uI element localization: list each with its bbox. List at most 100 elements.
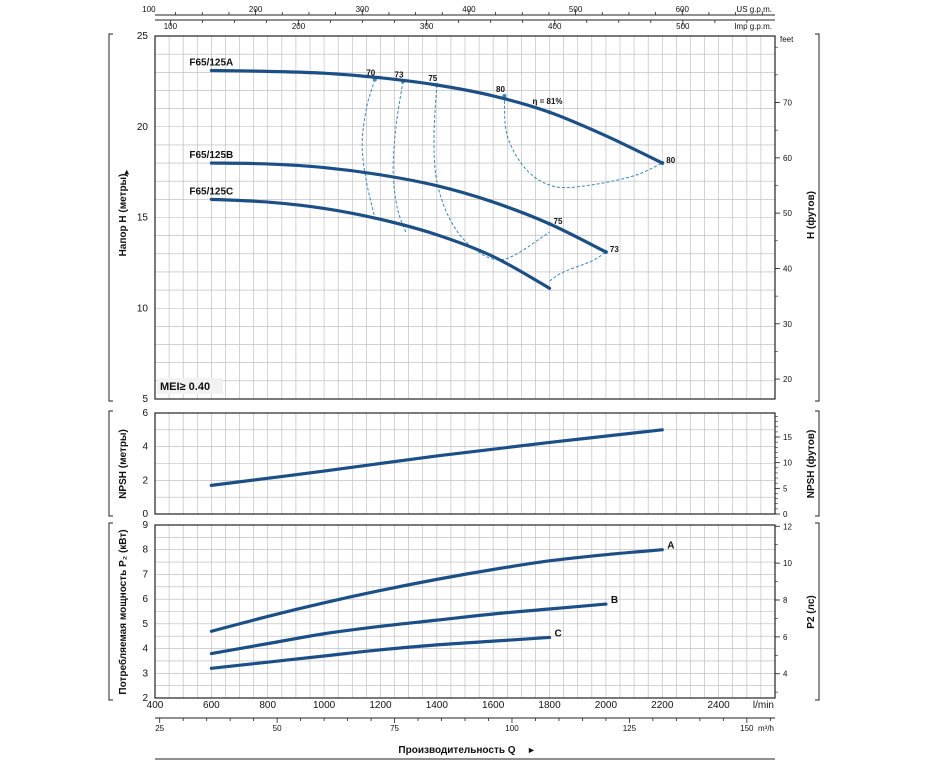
efficiency-curve-70 <box>361 79 376 218</box>
hp-scale-label: 8 <box>783 596 788 605</box>
flow-axis-arrow-icon: ► <box>527 745 536 755</box>
head-axis-label-left: Напор H (метры) <box>118 174 129 257</box>
npsh-panel-frame <box>154 412 776 515</box>
m3h-tick-label: 100 <box>505 724 519 733</box>
usgpm-unit-label: US g.p.m. <box>736 5 772 14</box>
feet-scale-label: 20 <box>783 375 792 384</box>
hp-scale-label: 12 <box>783 522 792 531</box>
impgpm-tick-label: 200 <box>292 22 306 31</box>
head-panel-frame <box>154 35 776 400</box>
npsh-tick-label: 0 <box>142 509 148 520</box>
m3h-tick-label: 25 <box>155 724 164 733</box>
hp-scale-label: 10 <box>783 559 792 568</box>
hp-scale-label: 6 <box>783 633 788 642</box>
efficiency-marker-label: 70 <box>366 69 375 78</box>
power-curve-B <box>209 602 608 656</box>
impgpm-tick-label: 300 <box>420 22 434 31</box>
npsh-tick-label: 6 <box>142 408 148 419</box>
feet-scale-label: 60 <box>783 154 792 163</box>
lpm-tick-label: 2000 <box>595 700 618 711</box>
lpm-tick-label: 2200 <box>651 700 674 711</box>
hp-scale-label: 4 <box>783 670 788 679</box>
power-tick-label: 8 <box>142 545 148 556</box>
usgpm-tick-label: 300 <box>356 5 370 14</box>
m3h-tick-label: 125 <box>623 724 637 733</box>
performance-curves <box>209 68 664 670</box>
power-tick-label: 3 <box>142 668 148 679</box>
head-axis-arrow-icon: ► <box>122 168 131 176</box>
power-tick-label: 7 <box>142 569 148 580</box>
power-left-bracket <box>108 522 113 701</box>
npsh-feet-scale-label: 5 <box>783 484 788 493</box>
lpm-tick-label: 800 <box>259 700 276 711</box>
impgpm-tick-label: 400 <box>548 22 562 31</box>
lpm-tick-label: 1600 <box>482 700 505 711</box>
head-tick-label: 5 <box>142 394 148 405</box>
head-tick-label: 20 <box>137 122 149 133</box>
power-tick-label: 6 <box>142 594 148 605</box>
head-curve-label: F65/125C <box>189 186 233 197</box>
npsh-tick-label: 4 <box>142 442 148 453</box>
usgpm-tick-label: 400 <box>462 5 476 14</box>
efficiency-marker-label: 80 <box>666 156 675 165</box>
feet-scale-label: 30 <box>783 320 792 329</box>
head-curve-F65/125B <box>209 161 608 254</box>
lpm-unit-label: l/min <box>753 700 774 711</box>
npsh-left-bracket <box>108 410 113 517</box>
head-axis-label-right: H (футов) <box>805 191 817 239</box>
lpm-tick-label: 1200 <box>369 700 392 711</box>
efficiency-curve-80 <box>503 95 663 189</box>
head-curve-F65/125A <box>209 68 664 165</box>
mei-badge: MEI≥ 0.40 <box>160 381 210 393</box>
m3h-tick-label: 50 <box>273 724 282 733</box>
impgpm-tick-label: 500 <box>676 22 690 31</box>
npsh-axis-label-left: NPSH (метры) <box>118 429 129 499</box>
lpm-tick-label: 400 <box>147 700 164 711</box>
usgpm-tick-label: 100 <box>142 5 156 14</box>
lpm-tick-label: 1800 <box>538 700 561 711</box>
lpm-tick-label: 1400 <box>426 700 449 711</box>
mei-badge-box <box>157 378 223 394</box>
impgpm-unit-label: Imp g.p.m. <box>734 22 772 31</box>
efficiency-curve-75 <box>433 84 550 261</box>
lpm-tick-label: 600 <box>203 700 220 711</box>
head-curve-label: F65/125B <box>189 150 233 161</box>
npsh-feet-scale-label: 10 <box>783 459 792 468</box>
head-tick-label: 15 <box>137 213 149 224</box>
npsh-tick-label: 2 <box>142 475 148 486</box>
efficiency-marker-label: 75 <box>554 217 563 226</box>
power-tick-label: 2 <box>142 693 148 704</box>
panel-frames <box>108 9 820 760</box>
head-right-bracket <box>815 33 820 402</box>
lpm-tick-label: 1000 <box>313 700 336 711</box>
usgpm-tick-label: 200 <box>249 5 263 14</box>
power-curve-C <box>209 635 552 670</box>
m3h-unit-label: m³/h <box>758 724 774 733</box>
npsh-right-bracket <box>815 410 820 517</box>
head-curve-label: F65/125A <box>189 57 233 68</box>
npsh-feet-scale-label: 15 <box>783 433 792 442</box>
power-curve-label: C <box>555 628 562 639</box>
head-left-bracket <box>108 33 113 402</box>
power-axis-label-right: P2 (лс) <box>806 595 817 628</box>
m3h-tick-label: 75 <box>390 724 399 733</box>
efficiency-curve-73 <box>392 81 407 233</box>
npsh-axis-label-right: NPSH (футов) <box>805 430 817 499</box>
head-tick-label: 10 <box>137 303 149 314</box>
head-curve-F65/125C <box>209 197 552 290</box>
efficiency-curve-73 <box>549 251 607 282</box>
power-curve-A <box>209 548 664 633</box>
feet-scale-label: 40 <box>783 264 792 273</box>
feet-scale-label: 70 <box>783 99 792 108</box>
npsh-curve <box>209 428 664 487</box>
efficiency-marker-label: 73 <box>395 70 404 79</box>
efficiency-marker-label: 75 <box>428 74 437 83</box>
usgpm-tick-label: 500 <box>569 5 583 14</box>
efficiency-marker-label: 73 <box>610 245 619 254</box>
npsh-feet-scale-label: 0 <box>783 510 788 519</box>
efficiency-marker-label: η = 81% <box>533 97 563 106</box>
impgpm-tick-label: 100 <box>164 22 178 31</box>
grid-layer <box>155 36 775 698</box>
